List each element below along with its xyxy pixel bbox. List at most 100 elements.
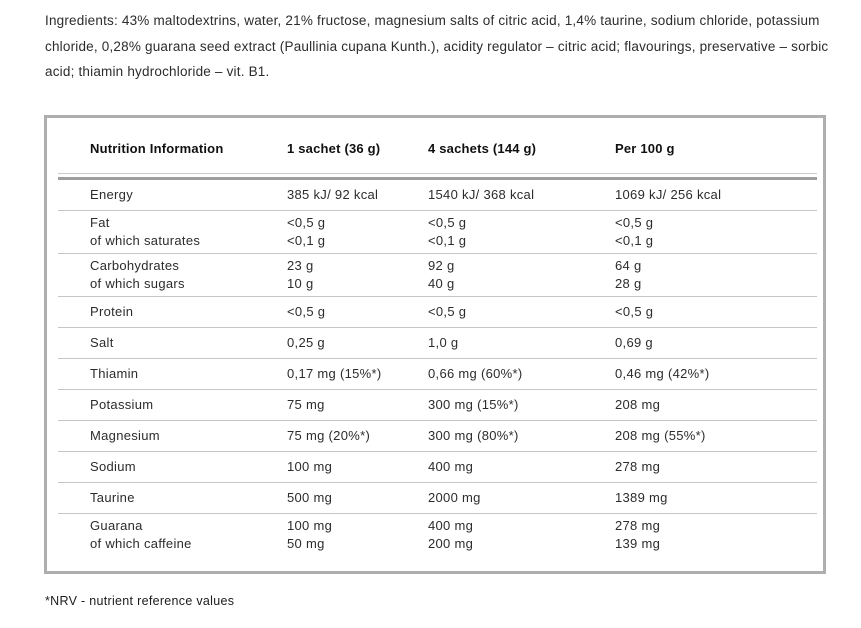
table-row: Thiamin 0,17 mg (15%*) 0,66 mg (60%*) 0,46 … — [47, 359, 823, 389]
sub-line: of which caffeine — [90, 536, 192, 551]
header-cell: 4 sachets (144 g) — [428, 140, 537, 156]
row-label-cell: Taurine — [90, 490, 135, 505]
row-label-cell: Carbohydrates of which sugars — [90, 257, 287, 293]
table-row: Sodium 100 mg 400 mg 278 mg — [47, 452, 823, 482]
main-line: 23 g — [287, 258, 314, 273]
row-label-cell: Magnesium — [90, 428, 160, 443]
sub-line: 28 g — [615, 276, 642, 291]
row-separator — [58, 389, 817, 390]
row-value-cell: 2000 mg — [428, 490, 481, 505]
table-header-row: Nutrition Information 1 sachet (36 g) 4 sa… — [47, 118, 823, 173]
table-row: Carbohydrates of which sugars 23 g 10 g 92 g… — [47, 254, 823, 296]
table-row: Potassium 75 mg 300 mg (15%*) 208 mg — [47, 390, 823, 420]
nutrition-table: Nutrition Information 1 sachet (36 g) 4 sa… — [44, 115, 826, 574]
row-value-cell: <0,5 g — [287, 304, 326, 319]
row-separator — [58, 451, 817, 452]
row-value-cell: 278 mg 139 mg — [615, 517, 823, 553]
row-value-cell: 385 kJ/ 92 kcal — [287, 187, 379, 202]
row-value-cell: 400 mg 200 mg — [428, 517, 615, 553]
ingredients-line: acid; thiamin hydrochloride – vit. B1. — [45, 64, 270, 79]
main-line: <0,5 g — [615, 215, 654, 230]
row-value-cell: 208 mg — [615, 397, 661, 412]
row-separator — [58, 513, 817, 514]
table-body: Energy 385 kJ/ 92 kcal 1540 kJ/ 368 kcal 10… — [47, 180, 823, 556]
row-value-cell: 1389 mg — [615, 490, 668, 505]
sub-line: 139 mg — [615, 536, 661, 551]
row-value-cell: 0,69 g — [615, 335, 653, 350]
row-label-cell: Sodium — [90, 459, 136, 474]
row-value-cell: 23 g 10 g — [287, 257, 428, 293]
main-line: <0,5 g — [287, 215, 326, 230]
table-row: Salt 0,25 g 1,0 g 0,69 g — [47, 328, 823, 358]
row-value-cell: 1540 kJ/ 368 kcal — [428, 187, 535, 202]
row-separator — [58, 296, 817, 297]
main-line: 92 g — [428, 258, 455, 273]
row-label-cell: Guarana of which caffeine — [90, 517, 287, 553]
sub-line: <0,1 g — [428, 233, 467, 248]
row-value-cell: 208 mg (55%*) — [615, 428, 706, 443]
main-line: Fat — [90, 215, 110, 230]
row-value-cell: 64 g 28 g — [615, 257, 823, 293]
row-label-cell: Potassium — [90, 397, 154, 412]
ingredients-paragraph: Ingredients: 43% maltodextrins, water, 2… — [45, 8, 828, 85]
main-line: Guarana — [90, 518, 143, 533]
sub-line: <0,1 g — [287, 233, 326, 248]
sub-line: of which sugars — [90, 276, 185, 291]
row-separator — [58, 358, 817, 359]
row-value-cell: 0,25 g — [287, 335, 325, 350]
row-label-cell: Salt — [90, 335, 114, 350]
row-value-cell: <0,5 g — [428, 304, 467, 319]
row-value-cell: 0,66 mg (60%*) — [428, 366, 523, 381]
main-line: 100 mg — [287, 518, 333, 533]
main-line: <0,5 g — [428, 215, 467, 230]
nrv-footnote: *NRV - nutrient reference values — [45, 594, 235, 608]
row-separator — [58, 210, 817, 211]
row-separator — [58, 420, 817, 421]
row-value-cell: 92 g 40 g — [428, 257, 615, 293]
row-value-cell: 0,46 mg (42%*) — [615, 366, 710, 381]
table-row: Protein <0,5 g <0,5 g <0,5 g — [47, 297, 823, 327]
row-value-cell: 75 mg (20%*) — [287, 428, 371, 443]
row-value-cell: 500 mg — [287, 490, 333, 505]
row-value-cell: 0,17 mg (15%*) — [287, 366, 382, 381]
row-value-cell: 300 mg (80%*) — [428, 428, 519, 443]
row-separator — [58, 253, 817, 254]
row-value-cell: 278 mg — [615, 459, 661, 474]
sub-line: of which saturates — [90, 233, 201, 248]
header-divider — [58, 173, 817, 180]
ingredients-line: chloride, 0,28% guarana seed extract (Pa… — [45, 38, 829, 54]
row-value-cell: 400 mg — [428, 459, 474, 474]
row-label-cell: Thiamin — [90, 366, 139, 381]
row-separator — [58, 327, 817, 328]
header-cell: Per 100 g — [615, 140, 675, 156]
row-label-cell: Protein — [90, 304, 134, 319]
table-row: Magnesium 75 mg (20%*) 300 mg (80%*) 208 mg… — [47, 421, 823, 451]
table-row: Fat of which saturates <0,5 g <0,1 g <0,5 g <… — [47, 211, 823, 253]
sub-line: 50 mg — [287, 536, 325, 551]
sub-line: 40 g — [428, 276, 455, 291]
row-value-cell: 300 mg (15%*) — [428, 397, 519, 412]
main-line: 400 mg — [428, 518, 474, 533]
row-value-cell: 100 mg — [287, 459, 333, 474]
row-label-cell: Fat of which saturates — [90, 214, 287, 250]
sub-line: <0,1 g — [615, 233, 654, 248]
sub-line: 200 mg — [428, 536, 474, 551]
row-value-cell: <0,5 g — [615, 304, 654, 319]
table-row: Taurine 500 mg 2000 mg 1389 mg — [47, 483, 823, 513]
header-cell: Nutrition Information — [90, 140, 224, 156]
table-row: Energy 385 kJ/ 92 kcal 1540 kJ/ 368 kcal 10… — [47, 180, 823, 210]
row-value-cell: 100 mg 50 mg — [287, 517, 428, 553]
row-value-cell: 75 mg — [287, 397, 325, 412]
sub-line: 10 g — [287, 276, 314, 291]
row-value-cell: <0,5 g <0,1 g — [615, 214, 823, 250]
row-label-cell: Energy — [90, 187, 133, 202]
row-value-cell: 1069 kJ/ 256 kcal — [615, 187, 722, 202]
table-bottom-padding — [47, 556, 823, 571]
row-value-cell: 1,0 g — [428, 335, 459, 350]
main-line: 64 g — [615, 258, 642, 273]
main-line: 278 mg — [615, 518, 661, 533]
table-row: Guarana of which caffeine 100 mg 50 mg 400 m… — [47, 514, 823, 556]
main-line: Carbohydrates — [90, 258, 180, 273]
ingredients-line: Ingredients: 43% maltodextrins, water, 2… — [45, 13, 820, 28]
